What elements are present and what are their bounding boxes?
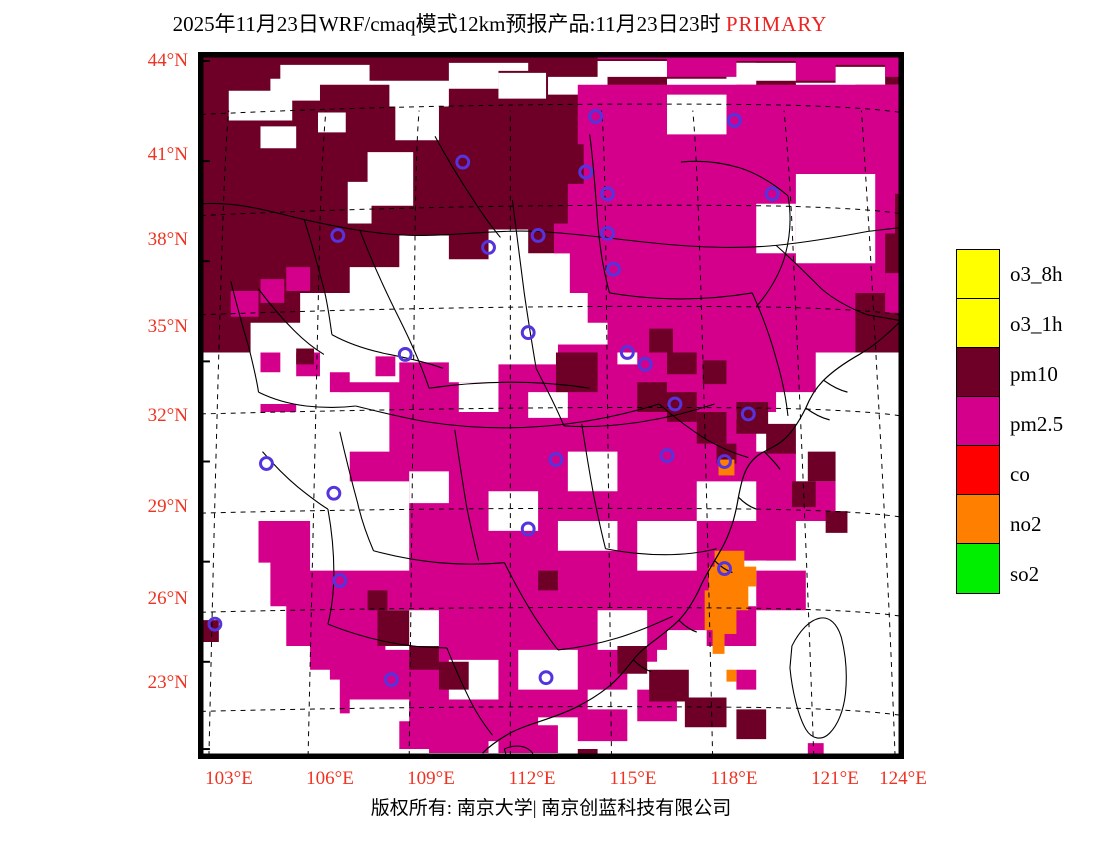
legend-swatch-co[interactable]: [957, 446, 999, 495]
x-tick-2: 109°E: [407, 768, 455, 789]
x-tick-6: 121°E: [811, 768, 859, 789]
map-layers: [201, 55, 901, 756]
legend-label-o3-1h: o3_1h: [1010, 312, 1063, 336]
x-tick-7: 124°E: [879, 768, 927, 789]
y-tick-7: 23°N: [147, 672, 188, 693]
legend-label-o3-8h: o3_8h: [1010, 262, 1063, 286]
legend-swatch-pm25[interactable]: [957, 397, 999, 446]
pm10-patches: [201, 328, 848, 756]
page-title-main: 2025年11月23日WRF/cmaq模式12km预报产品:11月23日23时: [172, 12, 721, 36]
graticule: [201, 103, 901, 756]
x-tick-0: 103°E: [205, 768, 253, 789]
coastline: [482, 320, 901, 754]
x-tick-3: 112°E: [508, 768, 556, 789]
y-tick-5: 29°N: [147, 496, 188, 517]
plot-frame: [201, 55, 901, 756]
copyright-caption: 版权所有: 南京大学| 南京创蓝科技有限公司: [370, 798, 732, 819]
y-tick-1: 41°N: [147, 144, 188, 165]
legend-label-no2: no2: [1010, 512, 1042, 536]
x-tick-5: 118°E: [710, 768, 758, 789]
legend-label-pm10: pm10: [1010, 362, 1058, 386]
legend-label-so2: so2: [1010, 562, 1040, 586]
legend-swatch-o3-1h[interactable]: [957, 299, 999, 348]
legend-swatch-no2[interactable]: [957, 495, 999, 544]
pm25-field: [230, 55, 901, 756]
legend-swatch-o3-8h[interactable]: [957, 250, 999, 299]
legend-label-pm25: pm2.5: [1010, 412, 1064, 436]
legend-label-co: co: [1010, 462, 1030, 486]
forecast-map-plot[interactable]: [198, 52, 904, 759]
y-tick-3: 35°N: [147, 316, 188, 337]
y-tick-4: 32°N: [147, 405, 188, 426]
administrative-borders: [201, 134, 901, 756]
x-tick-4: 115°E: [609, 768, 657, 789]
y-axis-labels: 44°N 41°N 38°N 35°N 32°N 29°N 26°N 23°N: [108, 0, 188, 850]
legend-swatch-so2[interactable]: [957, 544, 999, 593]
city-markers[interactable]: [207, 109, 780, 688]
legend-swatch-column: [956, 249, 1000, 594]
page-title: 2025年11月23日WRF/cmaq模式12km预报产品:11月23日23时 …: [0, 8, 1000, 38]
legend-swatch-pm10[interactable]: [957, 348, 999, 397]
legend-label-column: o3_8h o3_1h pm10 pm2.5 co no2 so2: [1010, 249, 1063, 599]
y-tick-6: 26°N: [147, 588, 188, 609]
y-tick-2: 38°N: [147, 229, 188, 250]
x-tick-1: 106°E: [306, 768, 354, 789]
x-axis-labels: 103°E 106°E 109°E 112°E 115°E 118°E 121°…: [0, 768, 1100, 800]
y-tick-0: 44°N: [147, 50, 188, 71]
page-title-primary: PRIMARY: [725, 12, 828, 36]
map-svg: [201, 55, 901, 756]
